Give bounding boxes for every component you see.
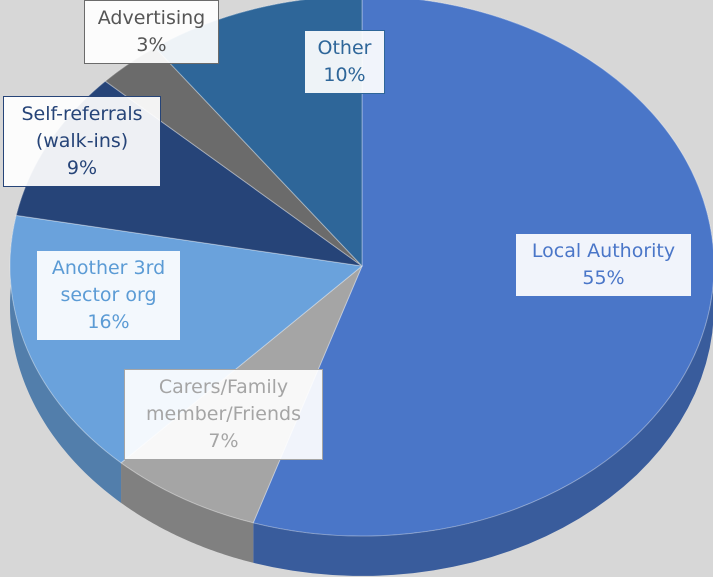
label-value: 10% xyxy=(323,64,366,86)
label-value: 7% xyxy=(208,430,239,452)
data-label: Another 3rd sector org 16% xyxy=(36,250,181,341)
label-name: Another 3rd sector org xyxy=(51,257,166,306)
label-value: 3% xyxy=(136,34,167,56)
label-value: 55% xyxy=(582,267,625,289)
label-value: 16% xyxy=(87,311,130,333)
data-label: Carers/Family member/Friends 7% xyxy=(124,369,323,460)
label-name: Local Authority xyxy=(531,240,676,262)
data-label: Local Authority 55% xyxy=(515,233,692,297)
label-name: Carers/Family member/Friends xyxy=(146,376,301,425)
label-name: Self-referrals (walk-ins) xyxy=(21,103,143,152)
slice-side xyxy=(10,215,122,503)
data-label: Other 10% xyxy=(304,30,385,94)
label-value: 9% xyxy=(66,157,98,179)
data-label: Self-referrals (walk-ins) 9% xyxy=(3,96,161,187)
slice xyxy=(252,0,713,537)
data-label: Advertising 3% xyxy=(84,0,219,64)
label-name: Other xyxy=(317,37,372,59)
slice-side xyxy=(121,462,254,563)
slice-side-shade xyxy=(121,462,254,563)
label-name: Advertising xyxy=(97,7,206,29)
slice-side-shade xyxy=(10,215,122,503)
